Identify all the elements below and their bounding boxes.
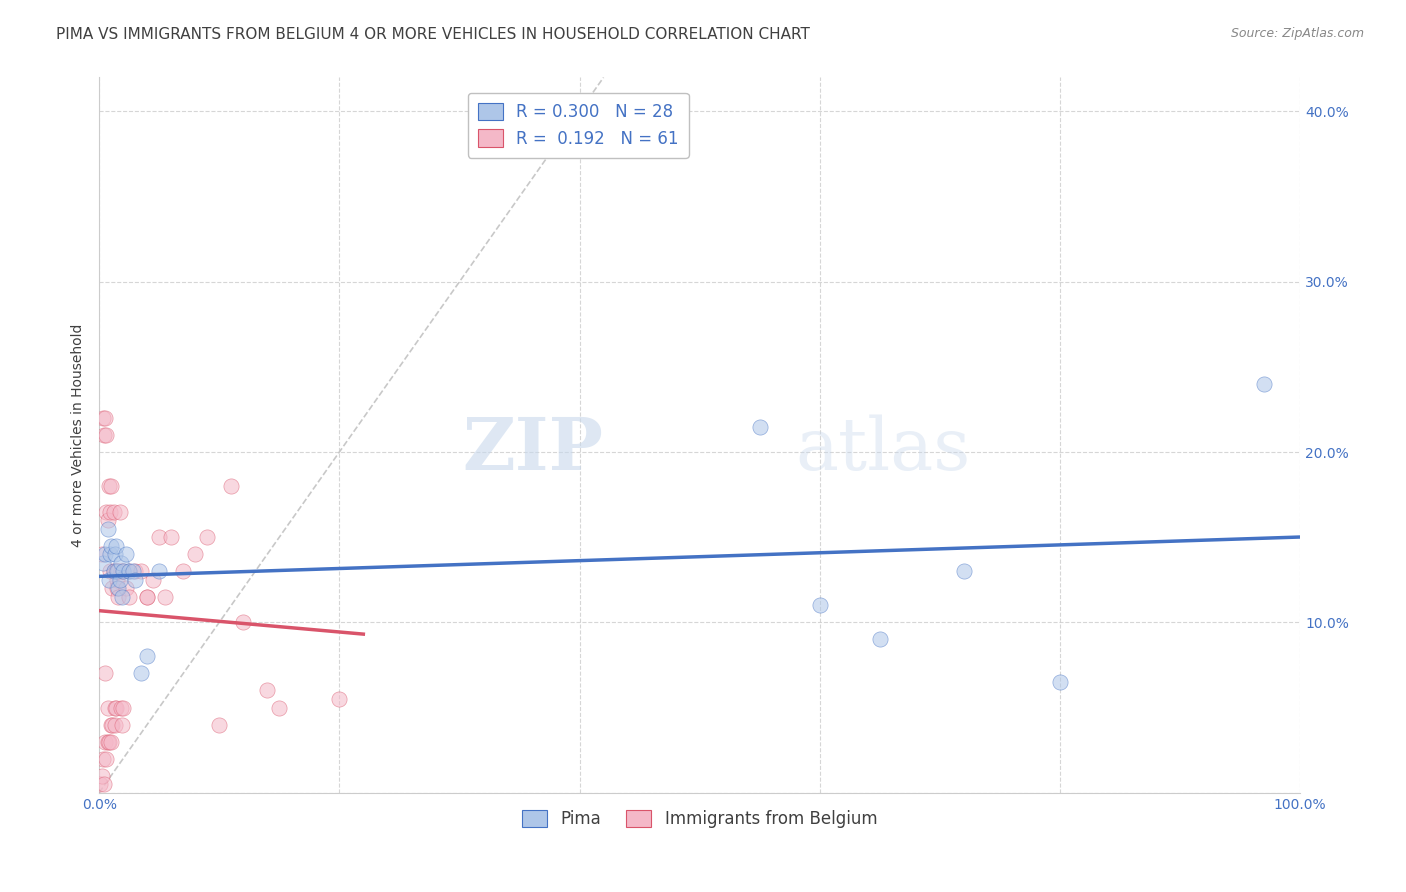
Point bbox=[100, 479, 122, 493]
Point bbox=[953, 564, 976, 578]
Point bbox=[94, 734, 117, 748]
Point bbox=[89, 777, 111, 791]
Point bbox=[1049, 675, 1071, 690]
Point bbox=[148, 530, 170, 544]
Point bbox=[114, 547, 136, 561]
Point bbox=[104, 717, 127, 731]
Point bbox=[124, 564, 146, 578]
Text: Source: ZipAtlas.com: Source: ZipAtlas.com bbox=[1230, 27, 1364, 40]
Point bbox=[118, 564, 141, 578]
Point bbox=[869, 632, 891, 647]
Point bbox=[110, 700, 132, 714]
Point bbox=[208, 717, 231, 731]
Point bbox=[101, 582, 124, 596]
Point bbox=[112, 700, 135, 714]
Point bbox=[101, 717, 124, 731]
Y-axis label: 4 or more Vehicles in Household: 4 or more Vehicles in Household bbox=[72, 324, 86, 547]
Point bbox=[118, 590, 141, 604]
Point bbox=[256, 683, 278, 698]
Point bbox=[91, 411, 114, 425]
Point bbox=[100, 717, 122, 731]
Text: ZIP: ZIP bbox=[463, 414, 603, 485]
Point bbox=[104, 700, 127, 714]
Point bbox=[96, 751, 118, 765]
Point bbox=[172, 564, 194, 578]
Point bbox=[94, 411, 117, 425]
Point bbox=[136, 649, 159, 664]
Point bbox=[153, 590, 176, 604]
Point bbox=[97, 734, 120, 748]
Point bbox=[107, 590, 129, 604]
Point bbox=[160, 530, 183, 544]
Point bbox=[104, 539, 127, 553]
Text: atlas: atlas bbox=[796, 414, 972, 484]
Point bbox=[103, 564, 125, 578]
Point bbox=[96, 505, 118, 519]
Point bbox=[97, 573, 120, 587]
Point bbox=[114, 582, 136, 596]
Point bbox=[93, 428, 115, 442]
Point bbox=[129, 564, 152, 578]
Point bbox=[121, 564, 143, 578]
Point bbox=[90, 547, 112, 561]
Point bbox=[94, 666, 117, 681]
Point bbox=[105, 564, 128, 578]
Point bbox=[808, 599, 831, 613]
Point bbox=[105, 582, 128, 596]
Point bbox=[108, 505, 131, 519]
Point bbox=[195, 530, 218, 544]
Point bbox=[103, 505, 125, 519]
Point bbox=[98, 547, 121, 561]
Point bbox=[219, 479, 242, 493]
Point bbox=[111, 717, 134, 731]
Point bbox=[91, 751, 114, 765]
Point bbox=[1253, 376, 1275, 391]
Point bbox=[103, 564, 125, 578]
Point bbox=[104, 547, 127, 561]
Point bbox=[748, 419, 770, 434]
Point bbox=[104, 700, 127, 714]
Legend: Pima, Immigrants from Belgium: Pima, Immigrants from Belgium bbox=[516, 803, 884, 834]
Point bbox=[129, 666, 152, 681]
Point bbox=[110, 564, 132, 578]
Point bbox=[96, 522, 118, 536]
Text: PIMA VS IMMIGRANTS FROM BELGIUM 4 OR MORE VEHICLES IN HOUSEHOLD CORRELATION CHAR: PIMA VS IMMIGRANTS FROM BELGIUM 4 OR MOR… bbox=[56, 27, 810, 42]
Point bbox=[100, 539, 122, 553]
Point bbox=[90, 769, 112, 783]
Point bbox=[96, 734, 118, 748]
Point bbox=[136, 590, 159, 604]
Point bbox=[94, 547, 117, 561]
Point bbox=[98, 505, 121, 519]
Point bbox=[269, 700, 291, 714]
Point bbox=[124, 573, 146, 587]
Point bbox=[184, 547, 207, 561]
Point bbox=[96, 513, 118, 527]
Point bbox=[111, 590, 134, 604]
Point bbox=[97, 479, 120, 493]
Point bbox=[118, 564, 141, 578]
Point bbox=[100, 734, 122, 748]
Point bbox=[104, 564, 127, 578]
Point bbox=[108, 573, 131, 587]
Point bbox=[112, 564, 135, 578]
Point bbox=[96, 428, 118, 442]
Point bbox=[232, 615, 254, 630]
Point bbox=[107, 582, 129, 596]
Point bbox=[136, 590, 159, 604]
Point bbox=[98, 564, 121, 578]
Point bbox=[107, 564, 129, 578]
Point bbox=[148, 564, 170, 578]
Point bbox=[110, 556, 132, 570]
Point bbox=[91, 556, 114, 570]
Point bbox=[142, 573, 165, 587]
Point bbox=[93, 777, 115, 791]
Point bbox=[328, 692, 350, 706]
Point bbox=[105, 573, 128, 587]
Point bbox=[112, 564, 135, 578]
Point bbox=[96, 700, 118, 714]
